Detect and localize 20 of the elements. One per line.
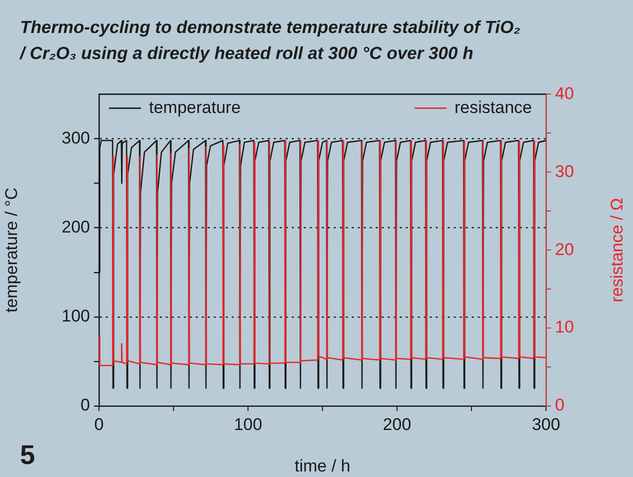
y-tick-label: 300	[62, 128, 90, 148]
text: 5	[20, 440, 36, 471]
y2-tick-label: 20	[555, 240, 574, 259]
y2-tick-label: 40	[555, 84, 574, 103]
x-tick-label: 200	[382, 414, 412, 434]
y-tick-label: 100	[62, 306, 90, 326]
y2-tick-label: 0	[555, 396, 564, 415]
legend-label: temperature	[149, 98, 241, 117]
x-tick-label: 0	[94, 414, 104, 434]
y2-tick-label: 10	[555, 318, 574, 337]
x-axis-title: time / h	[294, 456, 350, 476]
x-tick-label: 300	[532, 414, 560, 434]
y2-axis-title: resistance / Ω	[608, 198, 627, 302]
chart-title: Thermo-cycling to demonstrate temperature stability of TiO₂ / Cr₂O₃ using a directly heated roll at 300 °C over 300 h	[20, 16, 522, 65]
y-tick-label: 0	[80, 396, 90, 415]
legend-label: resistance	[454, 98, 532, 117]
x-tick-label: 100	[234, 414, 262, 434]
y-tick-label: 200	[62, 218, 90, 237]
y2-tick-label: 30	[555, 162, 574, 181]
y-axis-title: temperature / °C	[2, 188, 21, 313]
